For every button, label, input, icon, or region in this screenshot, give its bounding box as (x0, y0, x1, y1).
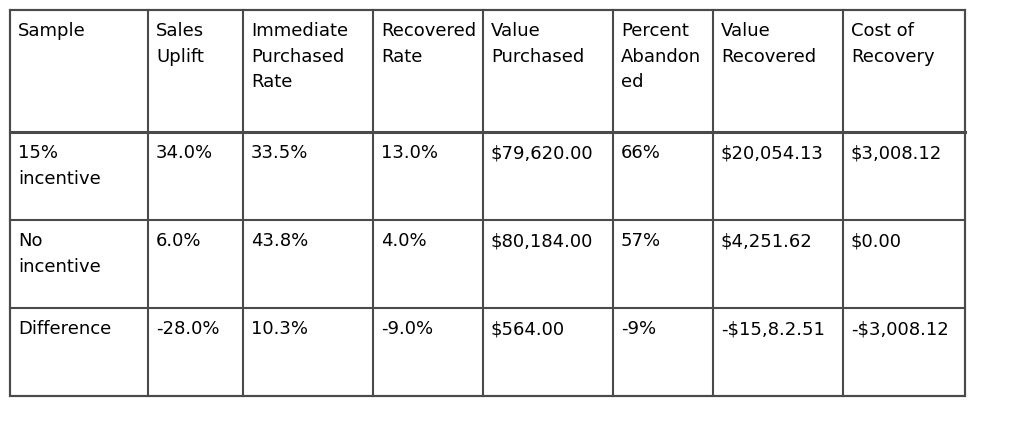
Text: $564.00: $564.00 (490, 320, 565, 338)
Text: 6.0%: 6.0% (156, 232, 202, 250)
Text: 43.8%: 43.8% (251, 232, 308, 250)
Text: -$3,008.12: -$3,008.12 (851, 320, 949, 338)
Text: Cost of
Recovery: Cost of Recovery (851, 22, 935, 66)
Text: 66%: 66% (621, 144, 660, 162)
Text: No
incentive: No incentive (18, 232, 100, 276)
Text: Sample: Sample (18, 22, 86, 40)
Text: 33.5%: 33.5% (251, 144, 308, 162)
Text: Value
Recovered: Value Recovered (721, 22, 816, 66)
Text: $0.00: $0.00 (851, 232, 902, 250)
Text: 10.3%: 10.3% (251, 320, 308, 338)
Text: Immediate
Purchased
Rate: Immediate Purchased Rate (251, 22, 348, 92)
Text: 34.0%: 34.0% (156, 144, 213, 162)
Text: Recovered
Rate: Recovered Rate (381, 22, 476, 66)
Text: 13.0%: 13.0% (381, 144, 438, 162)
Text: -9%: -9% (621, 320, 656, 338)
Text: -28.0%: -28.0% (156, 320, 219, 338)
Text: $4,251.62: $4,251.62 (721, 232, 813, 250)
Text: $79,620.00: $79,620.00 (490, 144, 594, 162)
Text: 4.0%: 4.0% (381, 232, 427, 250)
Text: 15%
incentive: 15% incentive (18, 144, 100, 188)
Text: Sales
Uplift: Sales Uplift (156, 22, 204, 66)
Text: -9.0%: -9.0% (381, 320, 433, 338)
Text: $80,184.00: $80,184.00 (490, 232, 593, 250)
Text: $3,008.12: $3,008.12 (851, 144, 942, 162)
Text: 57%: 57% (621, 232, 662, 250)
Text: Difference: Difference (18, 320, 112, 338)
Bar (10, 10, 965, 396)
Text: Percent
Abandon
ed: Percent Abandon ed (621, 22, 701, 92)
Text: $20,054.13: $20,054.13 (721, 144, 824, 162)
Text: -$15,8.2.51: -$15,8.2.51 (721, 320, 825, 338)
Text: Value
Purchased: Value Purchased (490, 22, 585, 66)
